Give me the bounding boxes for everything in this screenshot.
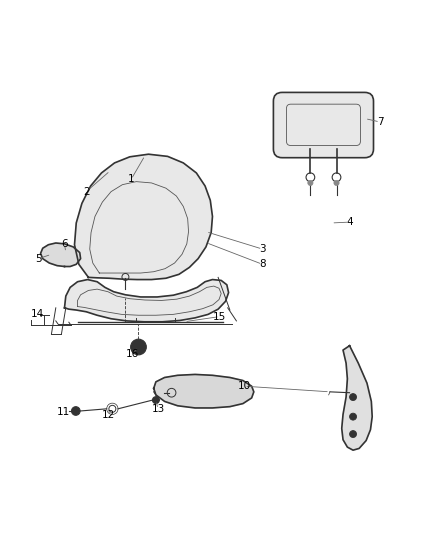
Text: 14: 14 (31, 309, 44, 319)
Polygon shape (154, 375, 254, 408)
Text: 7: 7 (377, 117, 383, 127)
Polygon shape (342, 346, 372, 450)
Text: 10: 10 (238, 381, 251, 391)
Text: 15: 15 (213, 312, 226, 321)
Circle shape (152, 397, 159, 403)
Circle shape (71, 407, 80, 415)
Text: 2: 2 (83, 187, 89, 197)
Text: 6: 6 (61, 239, 68, 249)
Polygon shape (41, 243, 81, 266)
Circle shape (350, 393, 357, 400)
Circle shape (334, 180, 339, 185)
FancyBboxPatch shape (286, 104, 360, 146)
Text: 12: 12 (101, 410, 115, 421)
Text: 4: 4 (346, 217, 353, 227)
Polygon shape (74, 154, 212, 279)
Text: 8: 8 (259, 260, 266, 269)
Text: 13: 13 (152, 404, 165, 414)
Circle shape (350, 413, 357, 420)
Text: 5: 5 (35, 254, 42, 264)
Text: 1: 1 (128, 174, 134, 184)
Text: 11: 11 (57, 407, 70, 417)
Polygon shape (64, 279, 229, 322)
Text: 16: 16 (126, 349, 139, 359)
Circle shape (308, 180, 313, 185)
Text: 3: 3 (259, 244, 266, 254)
Circle shape (131, 339, 146, 355)
FancyBboxPatch shape (273, 92, 374, 158)
Circle shape (350, 431, 357, 438)
